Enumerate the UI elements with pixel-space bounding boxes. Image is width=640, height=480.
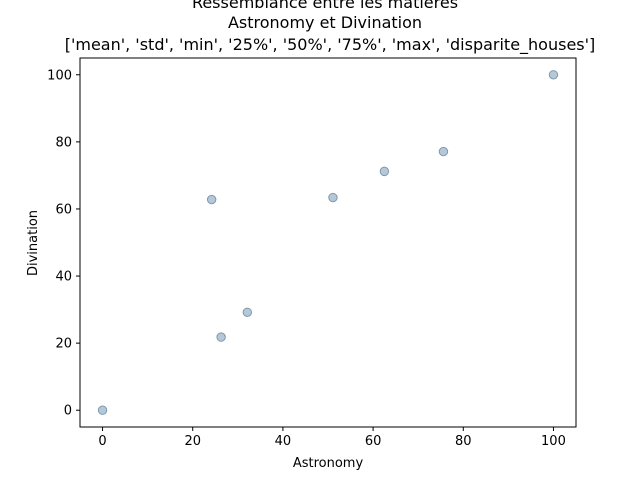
- y-tick-label: 0: [64, 404, 72, 419]
- plot-frame: [79, 57, 577, 428]
- x-tick-label: 20: [184, 434, 201, 449]
- x-tick-label: 60: [365, 434, 382, 449]
- y-tick-label: 20: [55, 337, 72, 352]
- scatter-point: [548, 70, 559, 80]
- x-tick-label: 80: [455, 434, 472, 449]
- chart-title-line-3: ['mean', 'std', 'min', '25%', '50%', '75…: [65, 35, 596, 55]
- x-tick-label: 0: [98, 434, 106, 449]
- plot-area: [97, 70, 559, 415]
- scatter-point: [438, 146, 449, 157]
- scatter-point: [242, 307, 252, 317]
- y-axis: 0 20 40 60 80 100: [47, 68, 80, 419]
- chart-title-line-2: Astronomy et Divination: [228, 13, 422, 32]
- y-tick-label: 100: [47, 68, 72, 83]
- y-tick-label: 40: [55, 270, 72, 285]
- x-axis: 0 20 40 60 80 100: [98, 427, 566, 449]
- x-axis-label: Astronomy: [293, 456, 364, 471]
- scatter-point: [216, 332, 226, 342]
- y-axis-label: Divination: [26, 210, 41, 276]
- scatter-point: [206, 194, 217, 205]
- x-tick-label: 40: [275, 434, 292, 449]
- scatter-point: [379, 166, 390, 177]
- y-tick-label: 80: [55, 135, 72, 150]
- scatter-point: [97, 405, 108, 415]
- y-tick-label: 60: [55, 202, 72, 217]
- x-tick-label: 100: [541, 434, 566, 449]
- chart-title-line-1: Ressemblance entre les matières: [192, 0, 458, 12]
- scatter-point: [328, 192, 338, 203]
